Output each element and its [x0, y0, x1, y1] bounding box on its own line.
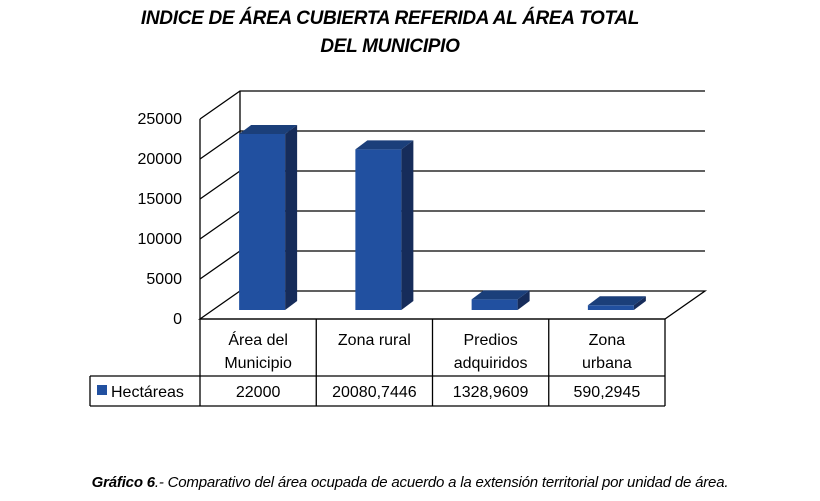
y-tick-label: 20000	[138, 151, 183, 168]
bar-front	[355, 149, 402, 310]
legend-swatch	[97, 385, 107, 395]
legend-series-name: Hectáreas	[111, 384, 184, 401]
figure-caption: Gráfico 6.- Comparativo del área ocupada…	[0, 474, 820, 491]
data-value-label: 22000	[236, 384, 281, 401]
x-category-label: adquiridos	[454, 355, 528, 372]
bar-top	[355, 140, 414, 150]
gridline	[199, 90, 705, 120]
y-tick-label: 10000	[138, 231, 183, 248]
x-category-label: Predios	[464, 332, 518, 349]
chart-title-line-1: INDICE DE ÁREA CUBIERTA REFERIDA AL ÁREA…	[140, 8, 640, 29]
y-tick-label: 25000	[138, 111, 183, 128]
x-category-label: Municipio	[224, 355, 292, 372]
data-value-label: 590,2945	[574, 384, 641, 401]
data-value-label: 20080,7446	[332, 384, 417, 401]
bar-chart: 0 5000 10000 15000 20000 25000 Área del Municip…	[89, 90, 708, 407]
x-category-label: Área del	[228, 330, 288, 349]
y-tick-label: 0	[173, 311, 182, 328]
bar-side	[517, 290, 530, 310]
bar-top	[471, 290, 530, 300]
bar-top	[587, 296, 646, 306]
data-value-label: 1328,9609	[453, 384, 529, 401]
caption-label: Gráfico 6	[91, 474, 155, 491]
bar-side	[285, 125, 298, 310]
x-category-label: Zona rural	[338, 332, 411, 349]
bar-front	[587, 305, 634, 310]
bar-front	[471, 299, 518, 310]
chart-title-line-2: DEL MUNICIPIO	[320, 36, 460, 57]
bar-front	[239, 134, 286, 310]
x-category-label: urbana	[582, 355, 632, 372]
bar-side	[633, 296, 646, 310]
bar-side	[401, 140, 414, 310]
y-tick-label: 15000	[138, 191, 183, 208]
caption-text: .- Comparativo del área ocupada de acuer…	[154, 474, 729, 491]
bar-top	[239, 125, 298, 134]
y-tick-label: 5000	[146, 271, 182, 288]
x-category-label: Zona	[589, 332, 626, 349]
